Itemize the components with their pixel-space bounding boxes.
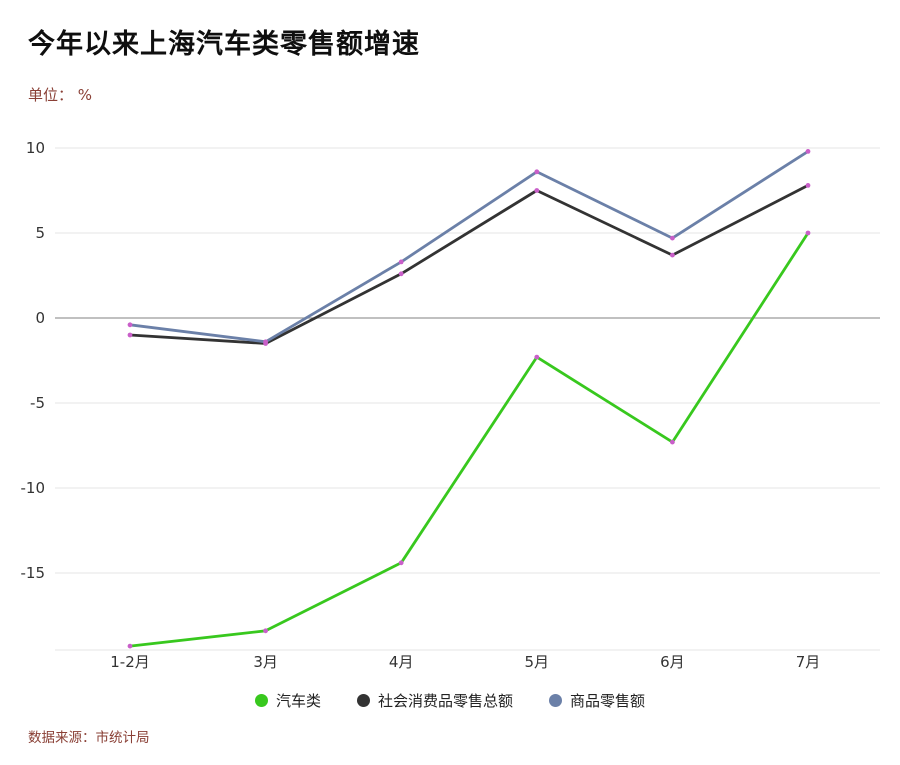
data-point-marker [534, 169, 540, 175]
chart-title: 今年以来上海汽车类零售额增速 [28, 29, 420, 60]
data-point-marker [670, 439, 675, 445]
data-point-marker [263, 628, 268, 634]
unit-label: 单位： % [28, 86, 93, 104]
series-line-0 [128, 231, 810, 648]
x-tick-label: 7月 [796, 653, 821, 671]
legend-dot-goods-retail [549, 694, 562, 707]
legend-label-goods-retail: 商品零售额 [570, 692, 646, 710]
x-tick-label: 3月 [253, 653, 278, 671]
legend-item-auto: 汽车类 [254, 690, 321, 711]
y-tick-label: -15 [21, 564, 46, 582]
legend-label-auto: 汽车类 [275, 692, 321, 710]
line-chart: 10 5 0 -5 -10 -15 1-2月 3月 4月 5月 6月 7月 [21, 139, 880, 671]
data-point-marker [805, 183, 811, 188]
data-source: 数据来源：市统计局 [28, 730, 150, 746]
legend-item-goods-retail: 商品零售额 [549, 690, 645, 711]
data-point-marker [398, 560, 404, 566]
data-point-marker [534, 188, 540, 193]
y-tick-label: -5 [30, 394, 45, 412]
data-point-marker [670, 235, 675, 241]
data-point-marker [127, 322, 133, 328]
chart-legend: 汽车类 社会消费品零售总额 商品零售额 [0, 690, 900, 711]
data-point-marker [398, 271, 404, 277]
data-point-marker [398, 259, 404, 265]
y-tick-label: 5 [35, 224, 45, 242]
legend-label-total-retail: 社会消费品零售总额 [377, 692, 513, 710]
data-point-marker [127, 643, 133, 649]
y-tick-label: 0 [35, 309, 45, 327]
data-point-marker [127, 332, 133, 338]
data-point-marker [534, 354, 540, 360]
series-line-2 [128, 150, 810, 344]
y-tick-label: -10 [21, 479, 46, 497]
x-tick-label: 1-2月 [110, 653, 150, 671]
legend-dot-auto [254, 694, 268, 707]
data-point-marker [805, 230, 811, 236]
y-tick-label: 10 [26, 139, 45, 157]
legend-dot-total-retail [356, 694, 370, 707]
data-point-marker [805, 149, 811, 154]
legend-item-total-retail: 社会消费品零售总额 [356, 690, 513, 711]
data-point-marker [670, 252, 675, 258]
x-tick-label: 6月 [660, 653, 685, 671]
x-tick-label: 4月 [389, 653, 414, 671]
x-tick-label: 5月 [525, 653, 550, 671]
series-line-1 [128, 184, 810, 345]
data-point-marker [263, 339, 268, 345]
